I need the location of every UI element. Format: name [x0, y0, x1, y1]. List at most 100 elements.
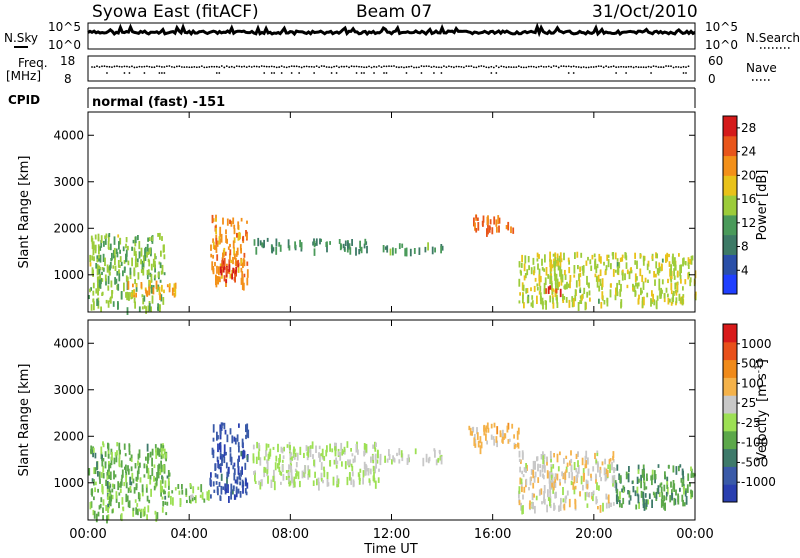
- echo-cell: [293, 481, 296, 488]
- echo-cell: [505, 225, 508, 230]
- echo-cell: [543, 498, 546, 505]
- nave-dot: [385, 72, 388, 74]
- echo-cell: [244, 488, 247, 494]
- nave-dot: [485, 66, 488, 69]
- nave-dot: [565, 65, 568, 68]
- echo-cell: [589, 259, 592, 265]
- nave-dot: [218, 72, 221, 74]
- echo-cell: [605, 493, 608, 500]
- echo-cell: [258, 480, 260, 485]
- echo-cell: [517, 427, 520, 435]
- echo-cell: [360, 247, 362, 252]
- echo-cell: [108, 233, 111, 238]
- echo-cell: [366, 245, 368, 254]
- echo-cell: [233, 468, 236, 475]
- echo-cell: [108, 496, 111, 506]
- echo-cell: [88, 295, 90, 300]
- echo-cell: [506, 425, 509, 433]
- echo-cell: [671, 489, 673, 495]
- echo-cell: [121, 497, 124, 505]
- echo-cell: [160, 250, 162, 257]
- echo-cell: [119, 449, 121, 455]
- echo-cell: [255, 456, 258, 464]
- echo-cell: [272, 475, 275, 482]
- echo-cell: [553, 261, 556, 267]
- echo-cell: [263, 469, 266, 478]
- echo-cell: [223, 257, 226, 267]
- echo-cell: [579, 266, 581, 272]
- echo-cell: [634, 273, 637, 283]
- echo-cell: [675, 489, 677, 496]
- echo-cell: [165, 453, 167, 459]
- echo-cell: [258, 442, 260, 449]
- echo-cell: [99, 246, 102, 251]
- echo-cell: [245, 230, 247, 237]
- nave-dot: [610, 65, 613, 68]
- echo-cell: [342, 243, 345, 249]
- echo-cell: [512, 227, 515, 234]
- echo-cell: [252, 444, 255, 450]
- echo-cell: [111, 451, 113, 461]
- echo-cell: [550, 458, 552, 463]
- echo-cell: [92, 282, 95, 289]
- echo-cell: [220, 264, 223, 273]
- echo-cell: [212, 268, 215, 275]
- nave-dot: [205, 66, 208, 69]
- nave-dot: [358, 65, 360, 68]
- echo-cell: [97, 237, 100, 242]
- echo-cell: [90, 501, 93, 508]
- nave-dot: [642, 66, 645, 69]
- nave-dot: [627, 65, 630, 68]
- echo-cell: [477, 440, 480, 448]
- nave-dot: [343, 65, 345, 68]
- echo-cell: [149, 280, 151, 287]
- echo-cell: [670, 283, 673, 291]
- echo-cell: [145, 486, 148, 493]
- echo-cell: [651, 290, 653, 297]
- echo-cell: [271, 247, 274, 252]
- echo-cell: [480, 441, 483, 449]
- echo-cell: [138, 306, 141, 313]
- echo-cell: [358, 249, 361, 255]
- echo-cell: [216, 431, 218, 441]
- echo-cell: [246, 220, 248, 224]
- echo-cell: [127, 281, 130, 290]
- echo-cell: [229, 428, 232, 435]
- y-tick-label: 2000: [53, 221, 84, 235]
- echo-cell: [303, 452, 305, 459]
- echo-cell: [238, 445, 240, 453]
- nave-dot: [263, 65, 266, 68]
- nave-dot: [180, 66, 183, 68]
- echo-cell: [119, 256, 122, 263]
- echo-cell: [246, 423, 249, 433]
- echo-cell: [274, 462, 277, 471]
- echo-cell: [518, 486, 521, 494]
- echo-cell: [127, 465, 129, 472]
- echo-cell: [108, 461, 110, 466]
- echo-cell: [210, 472, 212, 478]
- n-sky-label: N.Sky: [4, 31, 38, 45]
- nave-dot: [123, 65, 126, 68]
- echo-cell: [386, 458, 389, 463]
- nave-dot: [433, 65, 435, 68]
- echo-cell: [672, 253, 674, 263]
- echo-cell: [90, 304, 93, 311]
- echo-cell: [148, 237, 151, 242]
- echo-cell: [525, 478, 528, 486]
- echo-cell: [116, 252, 119, 258]
- nave-dot: [492, 66, 495, 69]
- echo-cell: [238, 455, 240, 462]
- nave-dot: [203, 66, 206, 69]
- echo-cell: [637, 469, 640, 474]
- echo-cell: [240, 248, 242, 254]
- echo-cell: [110, 280, 113, 288]
- echo-cell: [239, 481, 241, 486]
- echo-cell: [137, 460, 139, 466]
- echo-cell: [343, 246, 346, 251]
- echo-cell: [116, 284, 119, 290]
- echo-cell: [105, 479, 107, 487]
- nave-dot: [625, 72, 628, 74]
- echo-cell: [424, 246, 427, 253]
- echo-region: [127, 280, 177, 301]
- echo-cell: [218, 236, 221, 245]
